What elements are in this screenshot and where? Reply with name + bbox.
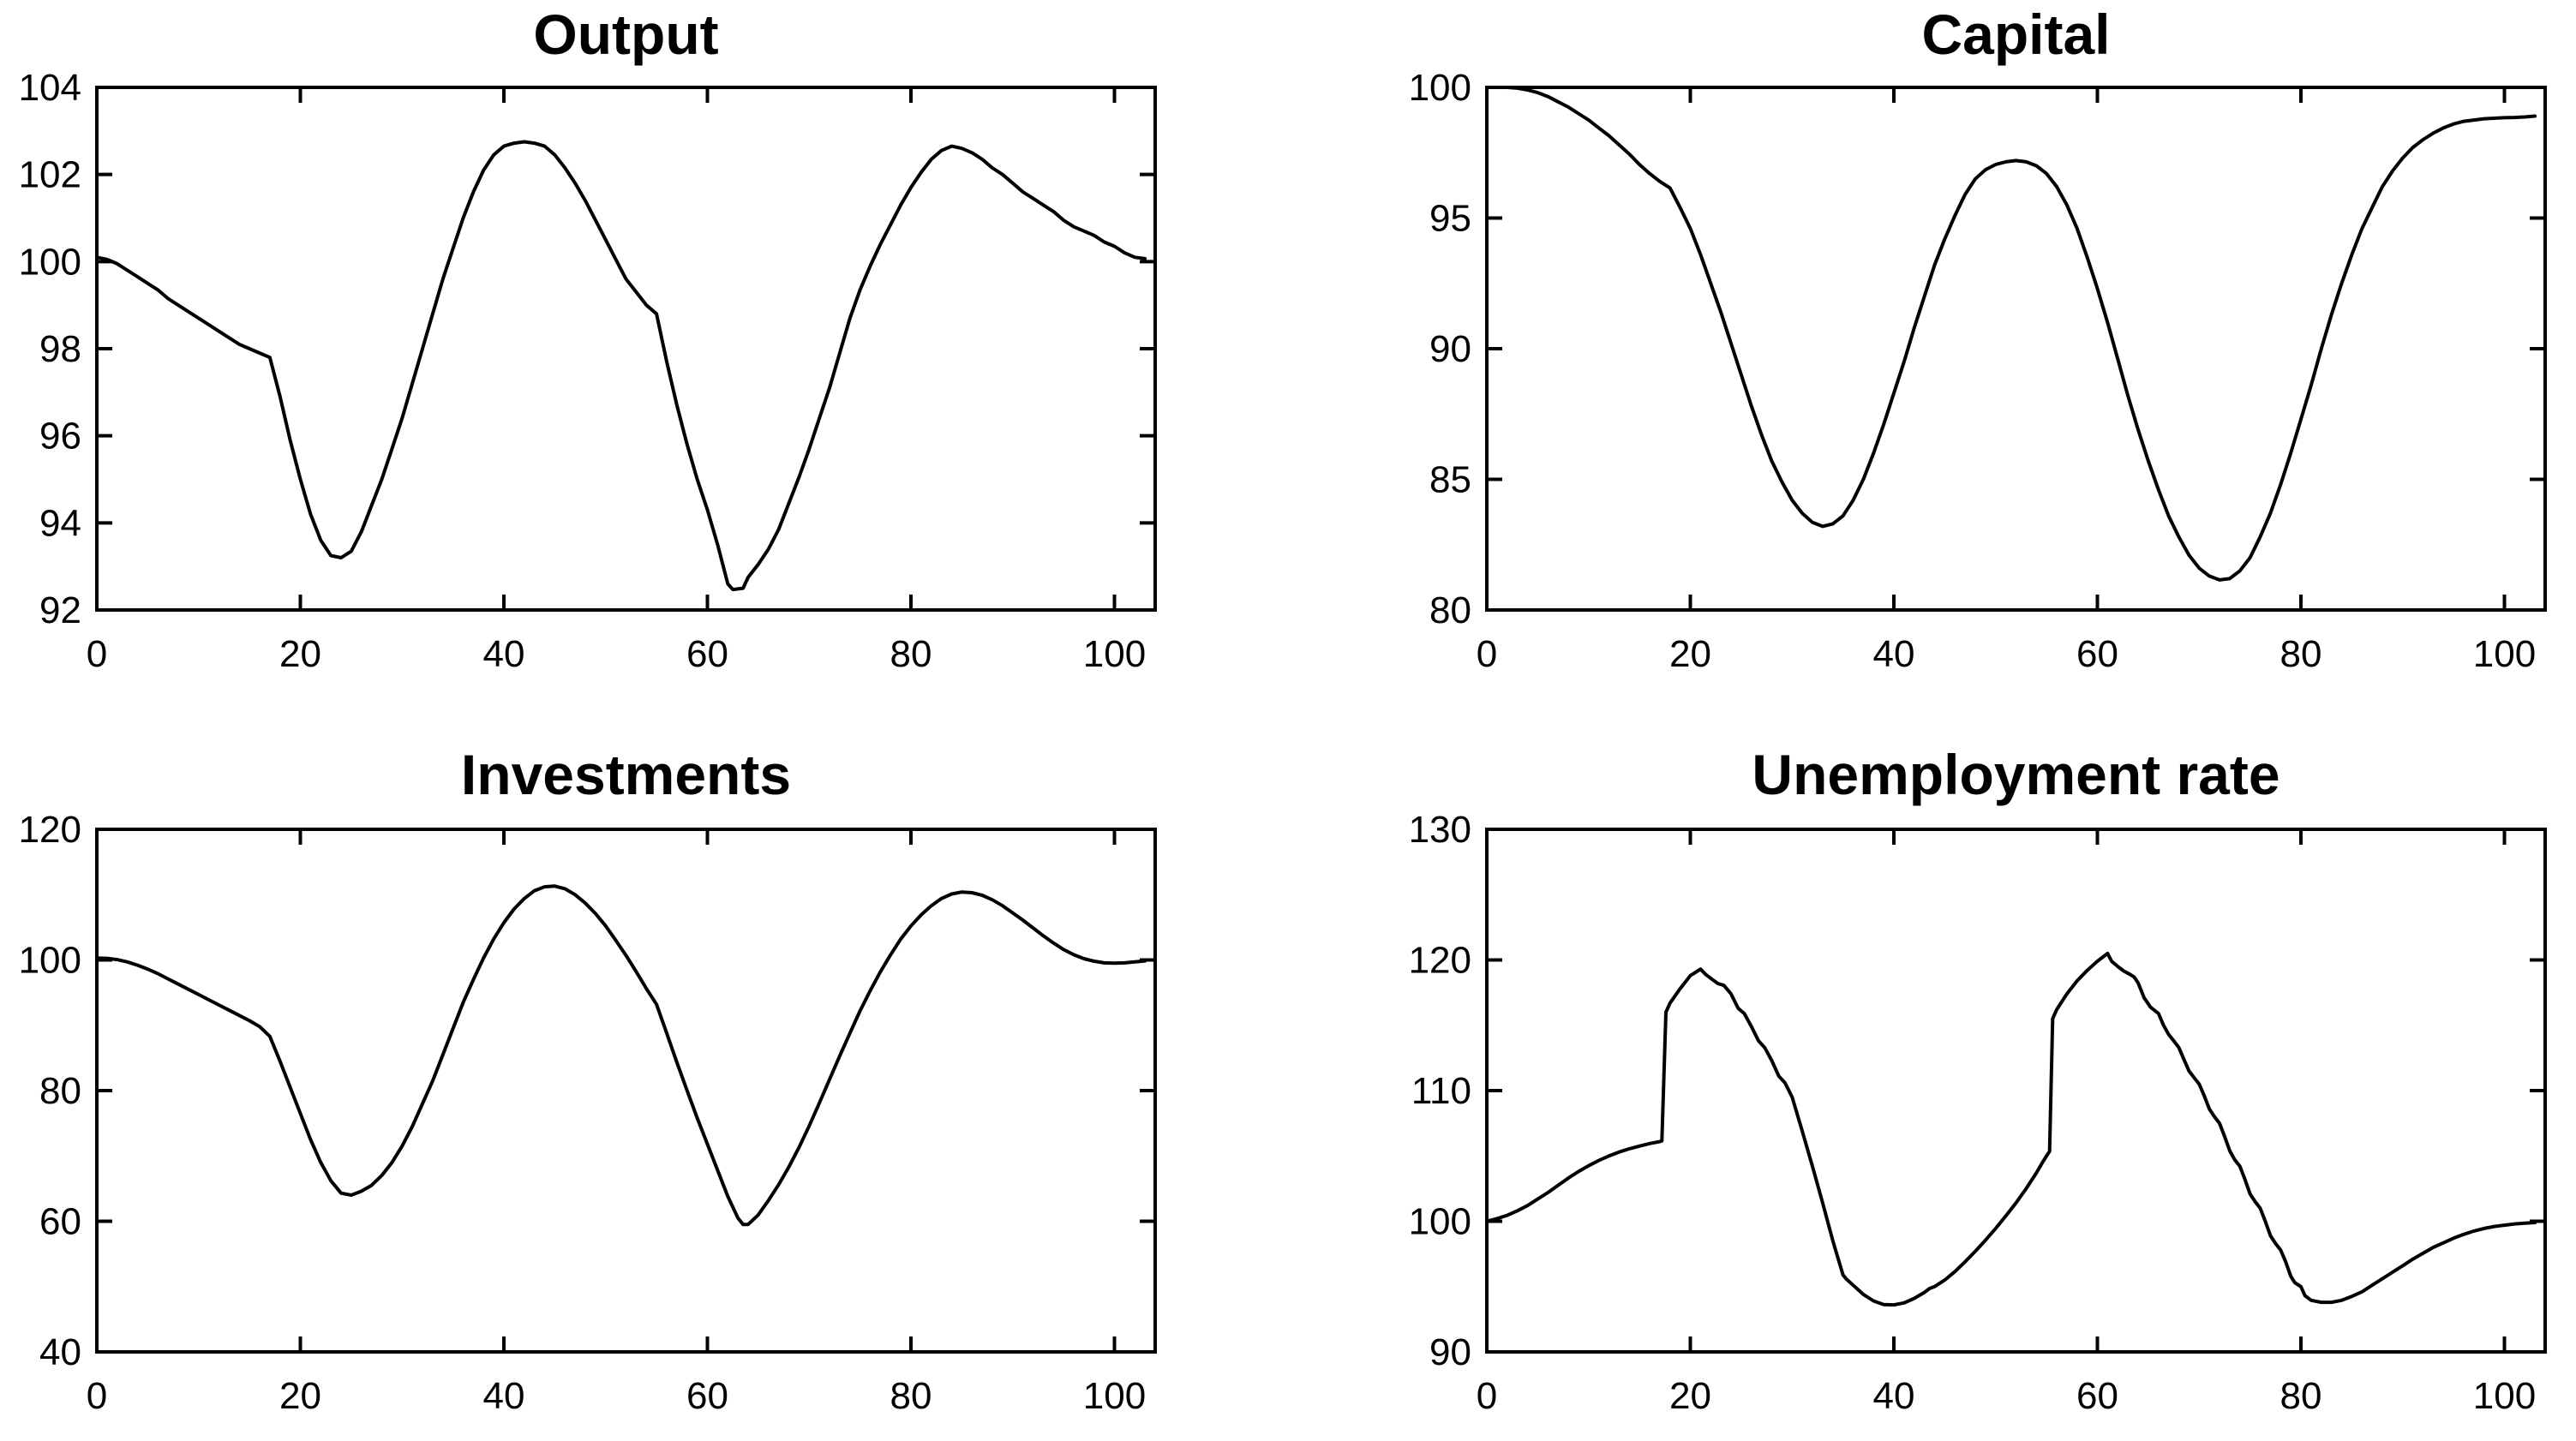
axes-box-unemployment-rate [1485, 828, 2547, 1354]
y-tick-label: 102 [19, 154, 81, 196]
x-tick-label: 60 [686, 633, 728, 675]
axes-box-investments [95, 828, 1157, 1354]
x-tick-label: 40 [483, 1375, 525, 1417]
y-tick-label: 100 [19, 241, 81, 283]
x-tick-label: 80 [890, 1375, 932, 1417]
chart-title-unemployment-rate: Unemployment rate [1752, 743, 2280, 806]
y-tick-label: 104 [19, 67, 81, 109]
x-tick-label: 20 [279, 1375, 321, 1417]
axes-box-output [95, 86, 1157, 612]
x-tick-label: 100 [1083, 1375, 1146, 1417]
x-tick-label: 40 [483, 633, 525, 675]
x-tick-label: 0 [87, 633, 107, 675]
x-tick-label: 80 [2280, 633, 2322, 675]
y-tick-label: 120 [1409, 940, 1471, 982]
x-tick-label: 20 [1669, 633, 1711, 675]
y-tick-label: 110 [1411, 1070, 1471, 1112]
x-tick-label: 40 [1873, 1375, 1915, 1417]
y-tick-label: 100 [1409, 67, 1471, 109]
y-tick-label: 92 [39, 589, 81, 631]
x-tick-label: 100 [2473, 633, 2536, 675]
x-tick-label: 20 [279, 633, 321, 675]
x-tick-label: 0 [1477, 1375, 1497, 1417]
chart-unemployment-rate: 0 20 40 60 80 100 90 100 110 120 130 [1409, 809, 2547, 1417]
y-tick-label: 40 [39, 1331, 81, 1373]
y-tick-label: 90 [1429, 328, 1471, 370]
y-tick-label: 96 [39, 416, 81, 457]
chart-investments: 0 20 40 60 80 100 40 60 80 100 120 [19, 809, 1157, 1417]
y-tick-label: 98 [39, 328, 81, 370]
series-line-unemployment-rate [1485, 951, 2537, 1307]
y-tick-label: 85 [1429, 459, 1471, 501]
x-tick-label: 60 [2076, 633, 2118, 675]
x-tick-label: 80 [890, 633, 932, 675]
x-tick-label: 100 [1083, 633, 1146, 675]
y-tick-label: 90 [1429, 1331, 1471, 1373]
y-tick-label: 94 [39, 502, 81, 544]
y-tick-label: 80 [1429, 589, 1471, 631]
x-tick-label: 60 [2076, 1375, 2118, 1417]
x-tick-label: 0 [1477, 633, 1497, 675]
chart-output: 0 20 40 60 80 100 92 94 96 98 100 102 104 [19, 67, 1157, 675]
x-tick-label: 40 [1873, 633, 1915, 675]
chart-title-investments: Investments [460, 743, 792, 806]
series-line-capital [1485, 86, 2537, 582]
x-tick-label: 100 [2473, 1375, 2536, 1417]
chart-capital: 0 20 40 60 80 100 80 85 90 95 100 [1409, 67, 2547, 675]
x-tick-label: 20 [1669, 1375, 1711, 1417]
axes-box-capital [1485, 86, 2547, 612]
y-tick-label: 80 [39, 1070, 81, 1112]
series-line-output [95, 140, 1147, 592]
y-tick-label: 120 [19, 809, 81, 851]
y-tick-label: 100 [19, 940, 81, 982]
x-tick-label: 0 [87, 1375, 107, 1417]
chart-title-capital: Capital [1921, 3, 2111, 66]
y-tick-label: 130 [1409, 809, 1471, 851]
x-tick-label: 60 [686, 1375, 728, 1417]
x-tick-label: 80 [2280, 1375, 2322, 1417]
y-tick-label: 100 [1409, 1201, 1471, 1243]
y-tick-label: 95 [1429, 198, 1471, 240]
chart-title-output: Output [533, 3, 719, 66]
series-line-investments [95, 884, 1147, 1227]
y-tick-label: 60 [39, 1201, 81, 1243]
